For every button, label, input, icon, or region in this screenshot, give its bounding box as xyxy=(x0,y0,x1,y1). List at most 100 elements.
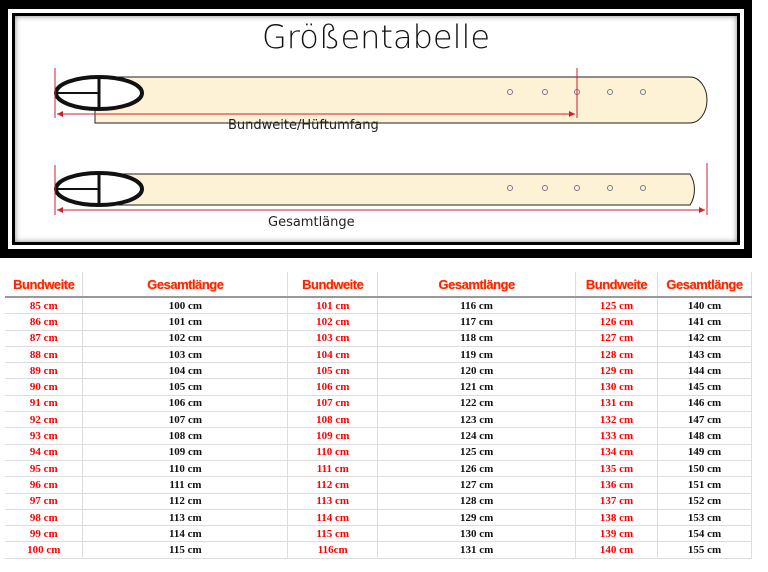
bundweite-cell: 133 cm xyxy=(575,427,658,445)
gesamtlaenge-cell: 129 cm xyxy=(377,509,577,527)
header-gesamtlaenge: Gesamtlänge xyxy=(377,272,577,298)
gesamtlaenge-cell: 142 cm xyxy=(657,330,752,347)
gesamtlaenge-cell: 109 cm xyxy=(82,444,289,461)
bundweite-cell: 90 cm xyxy=(5,378,84,396)
table-row: 94 cm 109 cm 110 cm 125 cm 134 cm 149 cm xyxy=(5,444,752,461)
bundweite-cell: 94 cm xyxy=(5,444,84,461)
gesamtlaenge-cell: 130 cm xyxy=(377,525,577,543)
header-gesamtlaenge: Gesamtlänge xyxy=(657,272,752,298)
gesamtlaenge-cell: 111 cm xyxy=(82,476,289,494)
bundweite-cell: 105 cm xyxy=(287,362,379,380)
size-table: Bundweite Gesamtlänge Bundweite Gesamtlä… xyxy=(5,272,752,559)
bundweite-cell: 129 cm xyxy=(575,362,658,380)
bundweite-cell: 112 cm xyxy=(287,476,379,494)
bundweite-cell: 128 cm xyxy=(575,346,658,364)
table-row: 86 cm 101 cm 102 cm 117 cm 126 cm 141 cm xyxy=(5,313,752,331)
gesamtlaenge-cell: 149 cm xyxy=(657,444,752,461)
gesamtlaenge-cell: 128 cm xyxy=(377,493,577,510)
gesamtlaenge-cell: 110 cm xyxy=(82,460,289,478)
bundweite-cell: 104 cm xyxy=(287,346,379,364)
table-row: 100 cm 115 cm 116cm 131 cm 140 cm 155 cm xyxy=(5,541,752,559)
bundweite-cell: 115 cm xyxy=(287,525,379,543)
bundweite-cell: 109 cm xyxy=(287,427,379,445)
gesamtlaenge-cell: 147 cm xyxy=(657,411,752,429)
bundweite-cell: 106 cm xyxy=(287,378,379,396)
bundweite-cell: 140 cm xyxy=(575,541,658,559)
table-row: 92 cm 107 cm 108 cm 123 cm 132 cm 147 cm xyxy=(5,411,752,429)
table-row: 96 cm 111 cm 112 cm 127 cm 136 cm 151 cm xyxy=(5,476,752,494)
gesamtlaenge-cell: 118 cm xyxy=(377,330,577,347)
gesamtlaenge-cell: 119 cm xyxy=(377,346,577,364)
bundweite-cell: 100 cm xyxy=(5,541,84,559)
header-bundweite: Bundweite xyxy=(575,272,658,298)
gesamtlaenge-cell: 115 cm xyxy=(82,541,289,559)
table-row: 95 cm 110 cm 111 cm 126 cm 135 cm 150 cm xyxy=(5,460,752,478)
gesamtlaenge-cell: 150 cm xyxy=(657,460,752,478)
bundweite-cell: 136 cm xyxy=(575,476,658,494)
bundweite-cell: 135 cm xyxy=(575,460,658,478)
bundweite-cell: 110 cm xyxy=(287,444,379,461)
bundweite-cell: 138 cm xyxy=(575,509,658,527)
bundweite-cell: 91 cm xyxy=(5,395,84,413)
bundweite-cell: 103 cm xyxy=(287,330,379,347)
gesamtlaenge-cell: 105 cm xyxy=(82,378,289,396)
gesamtlaenge-cell: 121 cm xyxy=(377,378,577,396)
bundweite-cell: 111 cm xyxy=(287,460,379,478)
gesamtlaenge-cell: 120 cm xyxy=(377,362,577,380)
gesamtlaenge-cell: 126 cm xyxy=(377,460,577,478)
bundweite-cell: 99 cm xyxy=(5,525,84,543)
gesamtlaenge-cell: 106 cm xyxy=(82,395,289,413)
bundweite-cell: 108 cm xyxy=(287,411,379,429)
table-row: 90 cm 105 cm 106 cm 121 cm 130 cm 145 cm xyxy=(5,378,752,396)
gesamtlaenge-cell: 113 cm xyxy=(82,509,289,527)
bundweite-cell: 89 cm xyxy=(5,362,84,380)
gesamtlaenge-cell: 104 cm xyxy=(82,362,289,380)
belt-diagram xyxy=(54,68,708,215)
bundweite-cell: 107 cm xyxy=(287,395,379,413)
table-row: 87 cm 102 cm 103 cm 118 cm 127 cm 142 cm xyxy=(5,330,752,347)
table-row: 98 cm 113 cm 114 cm 129 cm 138 cm 153 cm xyxy=(5,509,752,527)
waist-label: Bundweite/Hüftumfang xyxy=(228,118,379,133)
bundweite-cell: 139 cm xyxy=(575,525,658,543)
gesamtlaenge-cell: 114 cm xyxy=(82,525,289,543)
bundweite-cell: 101 cm xyxy=(287,297,379,315)
gesamtlaenge-cell: 145 cm xyxy=(657,378,752,396)
belt-waist xyxy=(54,68,708,124)
table-row: 97 cm 112 cm 113 cm 128 cm 137 cm 152 cm xyxy=(5,493,752,510)
bundweite-cell: 127 cm xyxy=(575,330,658,347)
table-header-row: Bundweite Gesamtlänge Bundweite Gesamtlä… xyxy=(5,272,752,298)
bundweite-cell: 137 cm xyxy=(575,493,658,510)
table-row: 91 cm 106 cm 107 cm 122 cm 131 cm 146 cm xyxy=(5,395,752,413)
gesamtlaenge-cell: 125 cm xyxy=(377,444,577,461)
gesamtlaenge-cell: 103 cm xyxy=(82,346,289,364)
bundweite-cell: 134 cm xyxy=(575,444,658,461)
bundweite-cell: 113 cm xyxy=(287,493,379,510)
gesamtlaenge-cell: 148 cm xyxy=(657,427,752,445)
gesamtlaenge-cell: 112 cm xyxy=(82,493,289,510)
bundweite-cell: 86 cm xyxy=(5,313,84,331)
bundweite-cell: 131 cm xyxy=(575,395,658,413)
bundweite-cell: 87 cm xyxy=(5,330,84,347)
bundweite-cell: 126 cm xyxy=(575,313,658,331)
gesamtlaenge-cell: 122 cm xyxy=(377,395,577,413)
header-bundweite: Bundweite xyxy=(5,272,84,298)
gesamtlaenge-cell: 153 cm xyxy=(657,509,752,527)
bundweite-cell: 116cm xyxy=(287,541,379,559)
belt-total xyxy=(54,163,708,215)
gesamtlaenge-cell: 108 cm xyxy=(82,427,289,445)
table-row: 89 cm 104 cm 105 cm 120 cm 129 cm 144 cm xyxy=(5,362,752,380)
gesamtlaenge-cell: 155 cm xyxy=(657,541,752,559)
gesamtlaenge-cell: 100 cm xyxy=(82,297,289,315)
bundweite-cell: 97 cm xyxy=(5,493,84,510)
bundweite-cell: 132 cm xyxy=(575,411,658,429)
gesamtlaenge-cell: 127 cm xyxy=(377,476,577,494)
bundweite-cell: 92 cm xyxy=(5,411,84,429)
gesamtlaenge-cell: 151 cm xyxy=(657,476,752,494)
gesamtlaenge-cell: 146 cm xyxy=(657,395,752,413)
gesamtlaenge-cell: 144 cm xyxy=(657,362,752,380)
bundweite-cell: 95 cm xyxy=(5,460,84,478)
table-row: 99 cm 114 cm 115 cm 130 cm 139 cm 154 cm xyxy=(5,525,752,543)
header-gesamtlaenge: Gesamtlänge xyxy=(82,272,289,298)
table-row: 93 cm 108 cm 109 cm 124 cm 133 cm 148 cm xyxy=(5,427,752,445)
gesamtlaenge-cell: 143 cm xyxy=(657,346,752,364)
